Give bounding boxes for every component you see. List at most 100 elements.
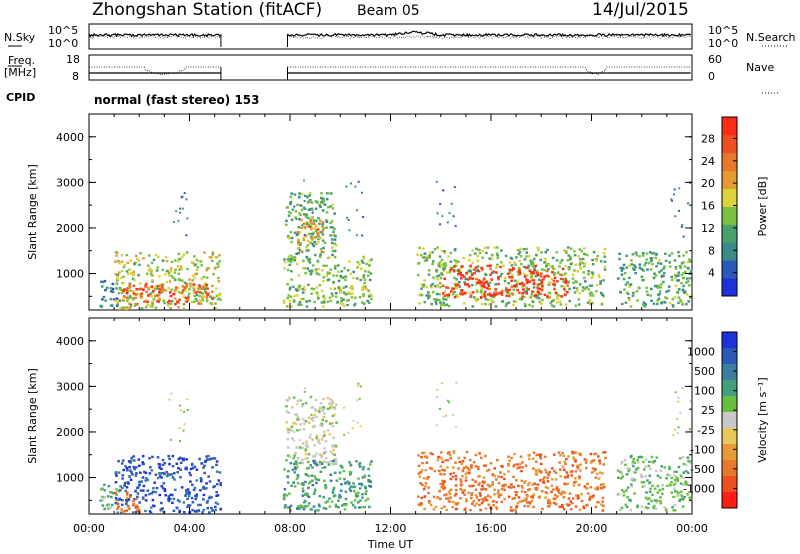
echo-cell: [499, 493, 503, 497]
echo-cell: [438, 292, 441, 296]
echo-cell: [348, 229, 351, 232]
echo-cell: [677, 296, 681, 299]
echo-cell: [567, 497, 571, 500]
echo-cell: [207, 267, 210, 270]
echo-cell: [440, 382, 443, 385]
echo-cell: [526, 279, 529, 282]
echo-cell: [521, 461, 524, 464]
echo-cell: [351, 292, 354, 295]
echo-cell: [293, 471, 296, 474]
echo-cell: [452, 413, 454, 416]
echo-cell: [307, 195, 310, 198]
echo-cell: [525, 286, 528, 290]
echo-cell: [306, 244, 310, 247]
echo-cell: [532, 493, 536, 496]
echo-cell: [686, 493, 689, 496]
echo-cell: [446, 466, 449, 469]
echo-cell: [510, 483, 513, 486]
echo-cell: [344, 490, 348, 493]
echo-cell: [462, 466, 466, 470]
echo-cell: [537, 453, 540, 456]
echo-cell: [443, 251, 446, 255]
echo-cell: [416, 253, 419, 256]
power-colorbar-swatch: [722, 278, 737, 297]
echo-cell: [363, 505, 366, 509]
echo-cell: [160, 291, 163, 294]
echo-cell: [511, 509, 514, 512]
echo-cell: [673, 503, 677, 507]
echo-cell: [362, 466, 365, 469]
echo-cell: [497, 282, 500, 286]
echo-cell: [465, 471, 469, 474]
echo-cell: [439, 223, 441, 226]
echo-cell: [624, 283, 628, 286]
echo-cell: [333, 255, 337, 259]
echo-cell: [586, 504, 589, 507]
power-colorbar-tick-label: 28: [701, 132, 715, 145]
echo-cell: [211, 297, 215, 300]
echo-cell: [658, 270, 661, 274]
echo-cell: [620, 269, 624, 272]
echo-cell: [289, 258, 292, 262]
echo-cell: [353, 506, 357, 509]
echo-cell: [209, 295, 212, 298]
echo-cell: [204, 487, 208, 490]
echo-cell: [631, 460, 635, 463]
echo-cell: [330, 399, 334, 402]
echo-cell: [211, 251, 215, 254]
echo-cell: [518, 269, 521, 272]
echo-cell: [671, 199, 673, 202]
echo-cell: [447, 500, 451, 503]
echo-cell: [309, 241, 312, 244]
echo-cell: [297, 303, 301, 306]
echo-cell: [286, 427, 289, 430]
echo-cell: [174, 303, 177, 306]
power-colorbar-swatch: [722, 134, 737, 154]
echo-cell: [440, 457, 444, 460]
echo-cell: [312, 492, 316, 495]
echo-cell: [490, 278, 493, 281]
echo-cell: [127, 482, 130, 485]
echo-cell: [174, 289, 177, 292]
echo-cell: [645, 458, 648, 461]
echo-cell: [591, 275, 595, 278]
echo-cell: [626, 281, 629, 284]
echo-cell: [361, 476, 365, 479]
echo-cell: [442, 301, 446, 305]
echo-cell: [287, 431, 290, 434]
echo-cell: [122, 289, 125, 293]
echo-cell: [314, 398, 318, 402]
velocity-colorbar-swatch: [722, 460, 737, 477]
echo-cell: [424, 468, 428, 472]
echo-cell: [488, 287, 491, 291]
echo-cell: [331, 491, 335, 495]
echo-cell: [660, 465, 663, 468]
echo-cell: [440, 507, 443, 510]
y-tick-label: 1000: [56, 268, 84, 281]
echo-cell: [659, 286, 662, 289]
echo-cell: [295, 466, 299, 469]
echo-cell: [120, 276, 123, 280]
echo-cell: [118, 299, 122, 302]
echo-cell: [217, 276, 220, 280]
echo-cell: [297, 242, 300, 245]
echo-cell: [169, 267, 173, 270]
echo-cell: [480, 488, 483, 491]
echo-cell: [670, 275, 673, 279]
echo-cell: [427, 292, 431, 295]
echo-cell: [301, 494, 304, 497]
echo-cell: [170, 288, 173, 291]
echo-cell: [579, 258, 583, 261]
echo-cell: [368, 278, 372, 282]
echo-cell: [344, 293, 348, 296]
echo-cell: [591, 496, 594, 499]
echo-cell: [310, 406, 314, 409]
echo-cell: [144, 282, 148, 286]
echo-cell: [571, 464, 575, 467]
echo-cell: [562, 507, 566, 511]
echo-cell: [339, 302, 343, 305]
echo-cell: [641, 279, 644, 282]
echo-cell: [320, 462, 324, 465]
echo-cell: [494, 283, 497, 286]
echo-cell: [290, 484, 293, 487]
